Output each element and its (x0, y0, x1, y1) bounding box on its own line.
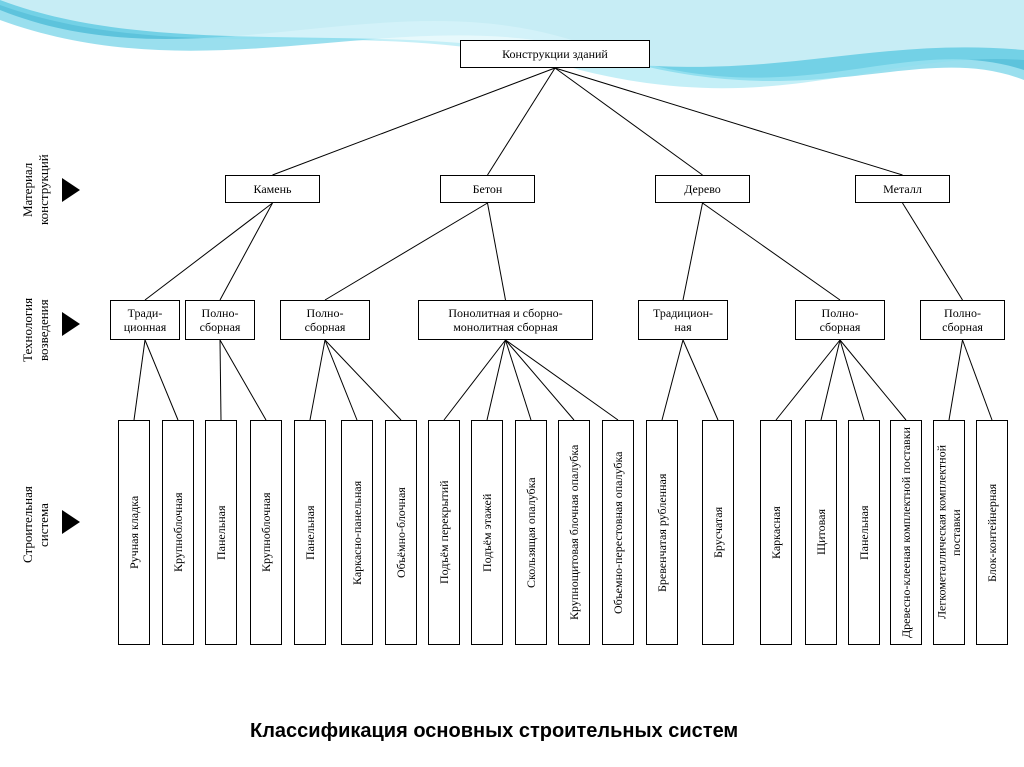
node-s18: Древесно-клееная комплектной поставки (890, 420, 922, 645)
node-s16: Щитовая (805, 420, 837, 645)
lbl-system: Строительная система (20, 470, 52, 580)
node-stone: Камень (225, 175, 320, 203)
node-s13: Бревенчатая рубленная (646, 420, 678, 645)
node-root: Конструкции зданий (460, 40, 650, 68)
node-s14: Брусчатая (702, 420, 734, 645)
node-t-stone-trad: Тради- ционная (110, 300, 180, 340)
node-s11: Крупнощитовая блочная опалубка (558, 420, 590, 645)
node-s10: Скользящая опалубка (515, 420, 547, 645)
node-s15: Каркасная (760, 420, 792, 645)
node-t-stone-sbor: Полно- сборная (185, 300, 255, 340)
row-arrow-2 (62, 510, 80, 534)
node-s17: Панельная (848, 420, 880, 645)
node-s6: Каркасно-панельная (341, 420, 373, 645)
lbl-tech: Технология возведения (20, 280, 52, 380)
node-s9: Подъём этажей (471, 420, 503, 645)
node-s5: Панельная (294, 420, 326, 645)
node-s3: Панельная (205, 420, 237, 645)
row-arrow-1 (62, 312, 80, 336)
node-metal: Металл (855, 175, 950, 203)
node-t-beton-mono: Понолитная и сборно-монолитная сборная (418, 300, 593, 340)
node-t-wood-trad: Традицион- ная (638, 300, 728, 340)
node-t-metal-sbor: Полно- сборная (920, 300, 1005, 340)
row-arrow-0 (62, 178, 80, 202)
node-s2: Крупноблочная (162, 420, 194, 645)
node-beton: Бетон (440, 175, 535, 203)
node-s4: Крупноблочная (250, 420, 282, 645)
edge-layer (0, 0, 1024, 767)
node-s8: Подъём перекрытий (428, 420, 460, 645)
node-s1: Ручная кладка (118, 420, 150, 645)
diagram-title: Классификация основных строительных сист… (250, 720, 738, 743)
node-wood: Дерево (655, 175, 750, 203)
node-s7: Объёмно-блочная (385, 420, 417, 645)
node-s19: Легкометаллическая комплектной поставки (933, 420, 965, 645)
node-s20: Блок-контейнерная (976, 420, 1008, 645)
node-t-beton-sbor: Полно- сборная (280, 300, 370, 340)
node-t-wood-sbor: Полно- сборная (795, 300, 885, 340)
lbl-material: Материал конструкций (20, 145, 52, 235)
node-s12: Объемно-перестовная опалубка (602, 420, 634, 645)
